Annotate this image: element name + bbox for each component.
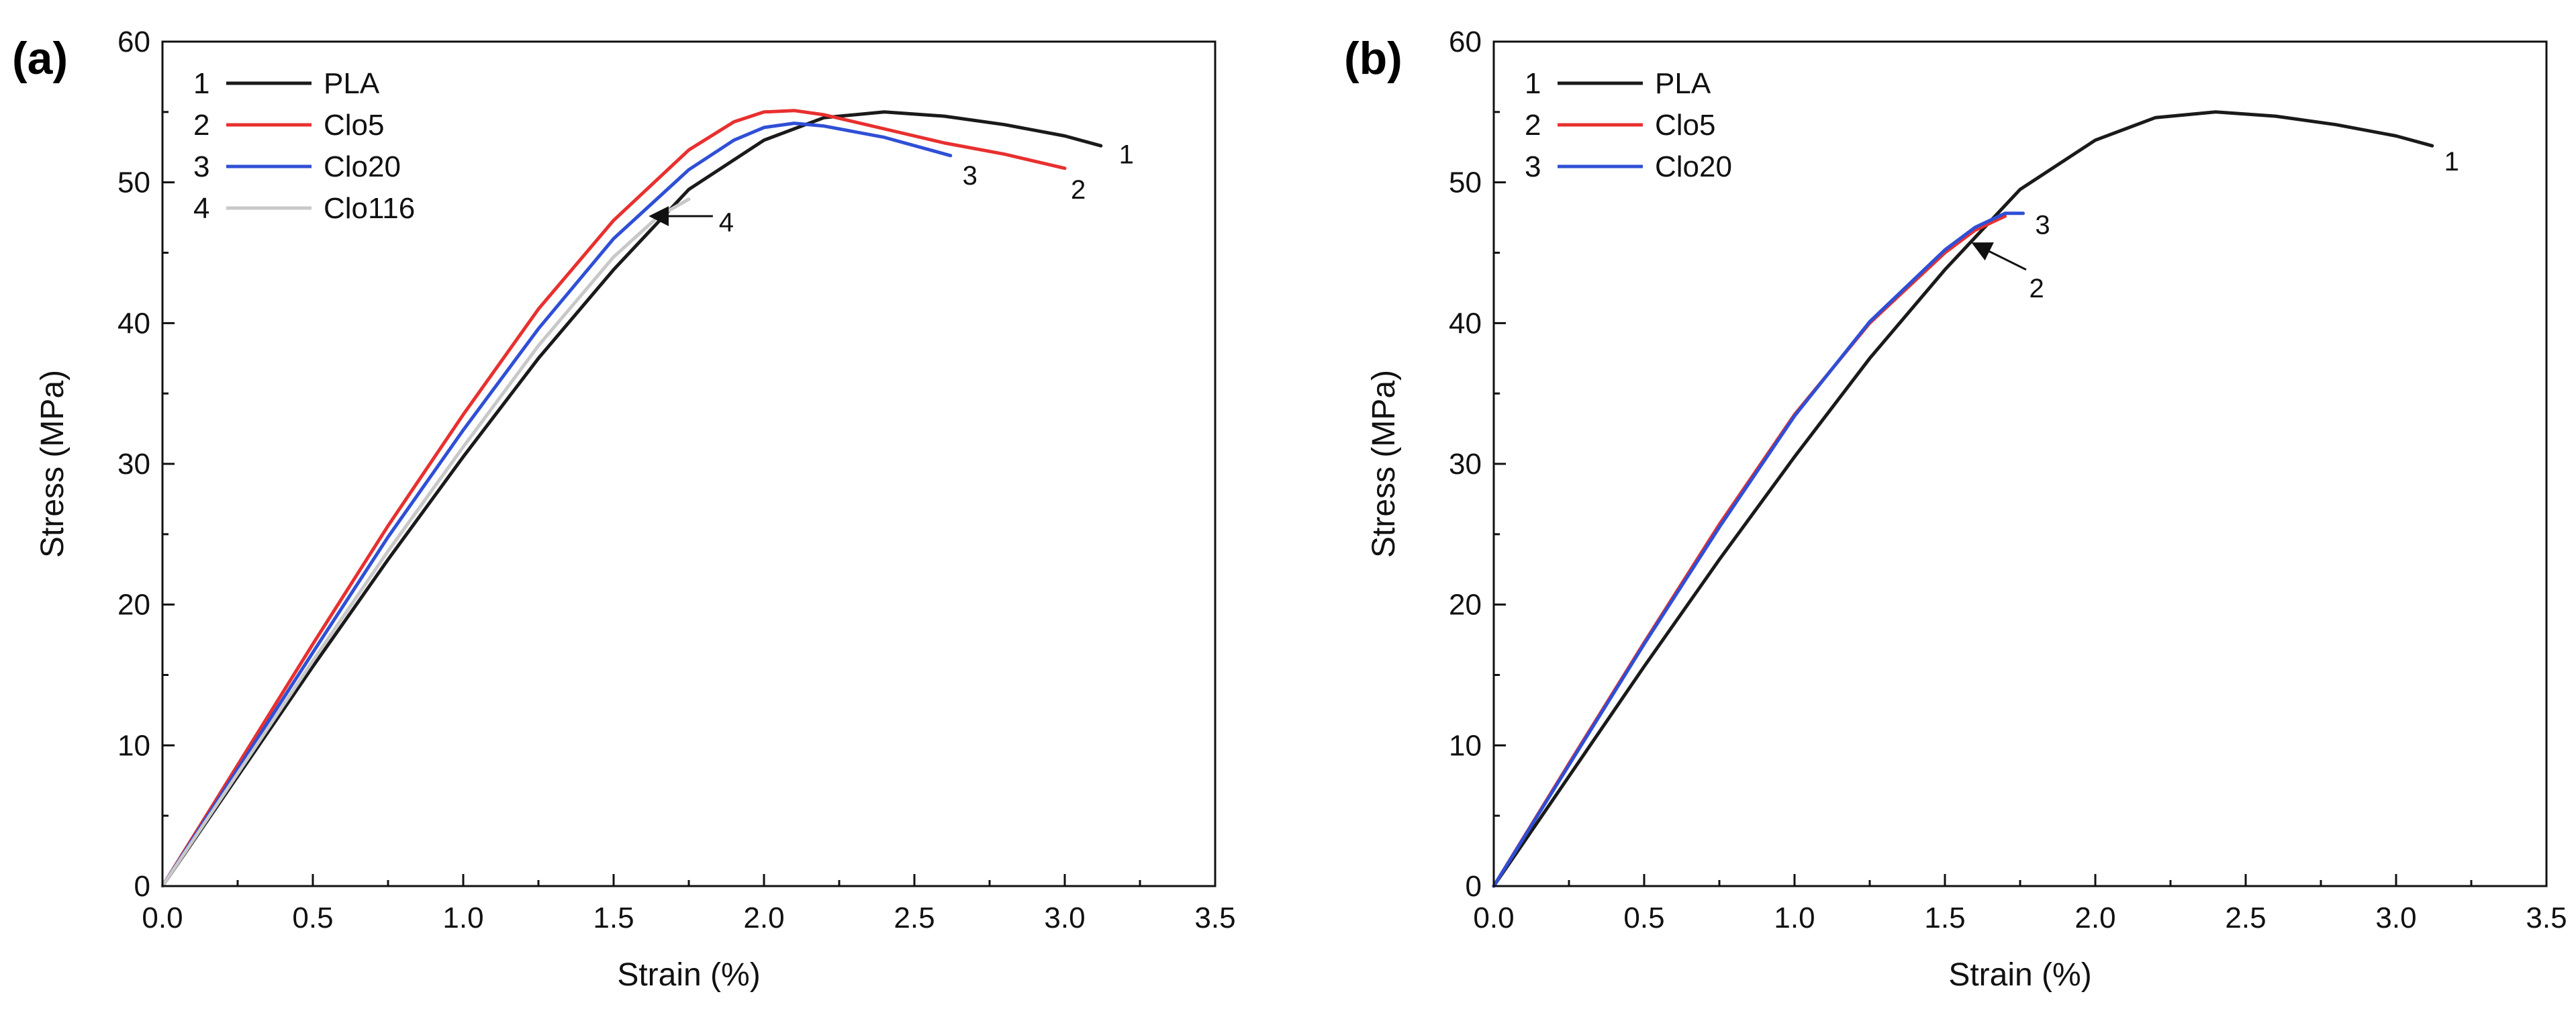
series-line-pla-b [1492, 110, 2434, 888]
x-tick-label-b: 1.0 [1774, 902, 1815, 934]
y-tick-label-a: 40 [117, 307, 150, 340]
annotation-label-a: 3 [963, 161, 977, 191]
x-tick-label-b: 3.5 [2526, 902, 2567, 934]
series-line-clo116-a [160, 197, 691, 888]
x-tick-label-a: 0.0 [142, 902, 183, 934]
x-tick-label-a: 2.0 [743, 902, 784, 934]
x-tick-label-b: 0.5 [1623, 902, 1664, 934]
legend-label-clo20-a: Clo20 [324, 150, 401, 183]
legend-label-pla-a: PLA [324, 67, 380, 100]
plot-frame-b [1492, 40, 2548, 887]
y-tick-label-b: 50 [1449, 166, 1482, 199]
panel-label-a: (a) [12, 33, 68, 84]
panel-label-b: (b) [1344, 33, 1402, 84]
y-tick-label-b: 60 [1449, 26, 1482, 58]
x-tick-label-a: 3.5 [1194, 902, 1235, 934]
legend-number-b: 2 [1525, 109, 1541, 142]
annotation-label-a: 1 [1119, 140, 1134, 170]
legend-number-a: 4 [193, 192, 209, 225]
x-tick-label-a: 0.5 [292, 902, 333, 934]
series-line-clo20-b [1492, 211, 2025, 888]
legend-number-b: 1 [1525, 67, 1541, 100]
legend-a: 1 PLA 2 Clo5 3 Clo20 4 Clo116 [193, 67, 415, 225]
y-tick-label-a: 30 [117, 448, 150, 481]
series-line-clo5-a [160, 109, 1067, 888]
y-tick-label-b: 30 [1449, 448, 1482, 481]
annotation-label-a: 4 [719, 207, 734, 237]
annotation-arrow-b [1971, 242, 2027, 271]
y-tick-label-b: 10 [1449, 729, 1482, 762]
x-tick-label-a: 3.0 [1044, 902, 1085, 934]
y-tick-label-b: 40 [1449, 307, 1482, 340]
annotation-label-b: 1 [2444, 147, 2459, 177]
x-axis-title-b: Strain (%) [1948, 957, 2091, 993]
y-axis-title-a: Stress (MPa) [35, 370, 70, 558]
x-tick-label-b: 2.0 [2074, 902, 2115, 934]
legend-label-clo116-a: Clo116 [324, 192, 415, 225]
y-axis-title-b: Stress (MPa) [1366, 370, 1402, 558]
annotation-label-a: 2 [1071, 175, 1086, 205]
x-tick-label-b: 0.0 [1473, 902, 1514, 934]
annotation-label-b: 3 [2035, 211, 2050, 240]
x-tick-label-a: 2.5 [894, 902, 935, 934]
legend-b: 1 PLA 2 Clo5 3 Clo20 [1525, 67, 1732, 183]
y-tick-label-a: 60 [117, 26, 150, 58]
legend-number-a: 3 [193, 150, 209, 183]
legend-number-a: 1 [193, 67, 209, 100]
y-tick-label-a: 20 [117, 589, 150, 622]
series-line-clo20-a [160, 121, 953, 888]
series-line-clo5-b [1492, 214, 2007, 888]
legend-label-clo5-a: Clo5 [324, 109, 385, 142]
series-group-b [1492, 110, 2434, 888]
x-tick-label-a: 1.0 [442, 902, 483, 934]
series-group-a [160, 109, 1103, 888]
y-tick-label-a: 10 [117, 729, 150, 762]
y-tick-label-a: 0 [134, 870, 150, 903]
annotation-label-b: 2 [2029, 274, 2044, 303]
x-axis-title-a: Strain (%) [617, 957, 760, 993]
x-tick-label-b: 3.0 [2375, 902, 2416, 934]
series-line-pla-a [160, 110, 1103, 888]
chart-panel-b: (b) 0.0 0.5 1.0 1.5 2.0 2.5 3.0 3.5 0 10 20 30 40 50 60… [1344, 26, 2567, 993]
legend-number-a: 2 [193, 109, 209, 142]
legend-label-pla-b: PLA [1655, 67, 1711, 100]
x-tick-label-a: 1.5 [593, 902, 634, 934]
legend-label-clo5-b: Clo5 [1655, 109, 1716, 142]
x-tick-label-b: 1.5 [1924, 902, 1965, 934]
y-tick-label-b: 20 [1449, 589, 1482, 622]
y-tick-label-a: 50 [117, 166, 150, 199]
x-tick-label-b: 2.5 [2225, 902, 2266, 934]
chart-panel-a: (a) 0.0 0.5 1.0 1.5 2.0 2.5 3.0 3.5 0 10 20 30 40 50 60… [12, 26, 1236, 993]
legend-number-b: 3 [1525, 150, 1541, 183]
y-tick-label-b: 0 [1466, 870, 1482, 903]
legend-label-clo20-b: Clo20 [1655, 150, 1732, 183]
